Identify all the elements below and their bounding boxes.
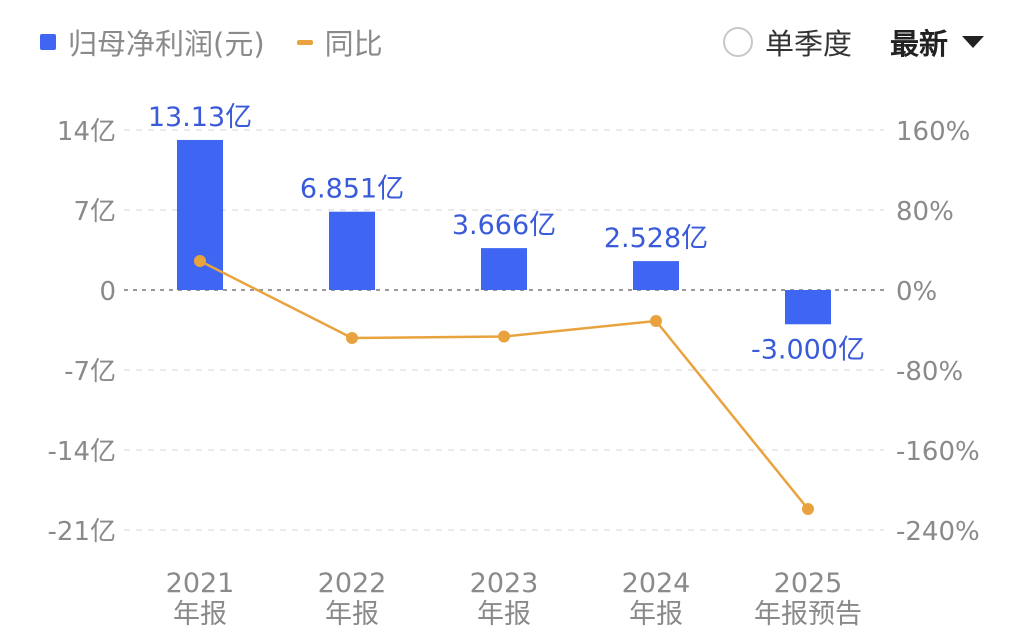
yoy-point (498, 330, 510, 343)
y-right-tick-label: -160% (896, 437, 980, 467)
caret-down-icon (962, 36, 984, 48)
legend-item-net-profit[interactable]: 归母净利润(元) (40, 21, 265, 63)
y-left-tick-label: 0 (99, 277, 116, 307)
legend-net-profit-label: 归母净利润(元) (68, 27, 265, 61)
bar-value-label: -3.000亿 (751, 334, 865, 365)
y-right-tick-label: 80% (896, 197, 954, 227)
y-left-tick-label: 14亿 (57, 117, 116, 147)
y-left-tick-label: -7亿 (64, 357, 116, 387)
bar-swatch-icon (40, 34, 56, 50)
bar-value-label: 13.13亿 (148, 102, 252, 133)
x-tick-label-year: 2022 (318, 568, 387, 599)
x-tick-label-report: 年报 (477, 599, 531, 630)
y-right-tick-label: -240% (896, 517, 980, 547)
x-tick-label-report: 年报 (325, 599, 379, 630)
yoy-point (650, 315, 662, 327)
bar (481, 248, 527, 290)
bar (633, 261, 679, 290)
y-right-tick-label: 0% (896, 277, 937, 307)
yoy-line (199, 259, 809, 510)
chart-controls: 单季度 最新 (722, 18, 984, 66)
x-tick-label-year: 2024 (622, 568, 691, 599)
single-quarter-radio[interactable] (722, 27, 753, 57)
yoy-point (346, 332, 358, 344)
single-quarter-label[interactable]: 单季度 (764, 27, 852, 61)
x-tick-label-report: 年报 (173, 599, 227, 630)
bar-value-label: 2.528亿 (604, 223, 708, 254)
legend-item-yoy[interactable]: 同比 (296, 21, 383, 63)
bar-value-label: 3.666亿 (452, 210, 556, 241)
x-tick-label-year: 2023 (470, 568, 539, 599)
legend-yoy-label: 同比 (324, 27, 383, 61)
x-tick-label-report: 年报预告 (754, 599, 862, 630)
yoy-point (194, 255, 206, 267)
bar (177, 139, 223, 290)
period-dropdown-label: 最新 (889, 27, 948, 61)
yoy-point (802, 503, 814, 515)
line-swatch-icon (296, 39, 313, 45)
bar (785, 290, 831, 325)
period-dropdown[interactable]: 最新 (890, 21, 984, 63)
y-left-tick-label: -14亿 (48, 437, 116, 467)
bar (329, 211, 375, 290)
y-right-tick-label: 160% (896, 117, 970, 147)
y-right-tick-label: -80% (896, 357, 963, 387)
x-tick-label-report: 年报 (629, 599, 683, 630)
y-left-tick-label: 7亿 (73, 197, 116, 227)
bar-value-label: 6.851亿 (300, 174, 404, 205)
y-left-tick-label: -21亿 (48, 517, 116, 547)
x-tick-label-year: 2021 (166, 568, 235, 599)
chart-legend: 归母净利润(元) 同比 (40, 18, 415, 66)
x-tick-label-year: 2025 (774, 568, 843, 599)
